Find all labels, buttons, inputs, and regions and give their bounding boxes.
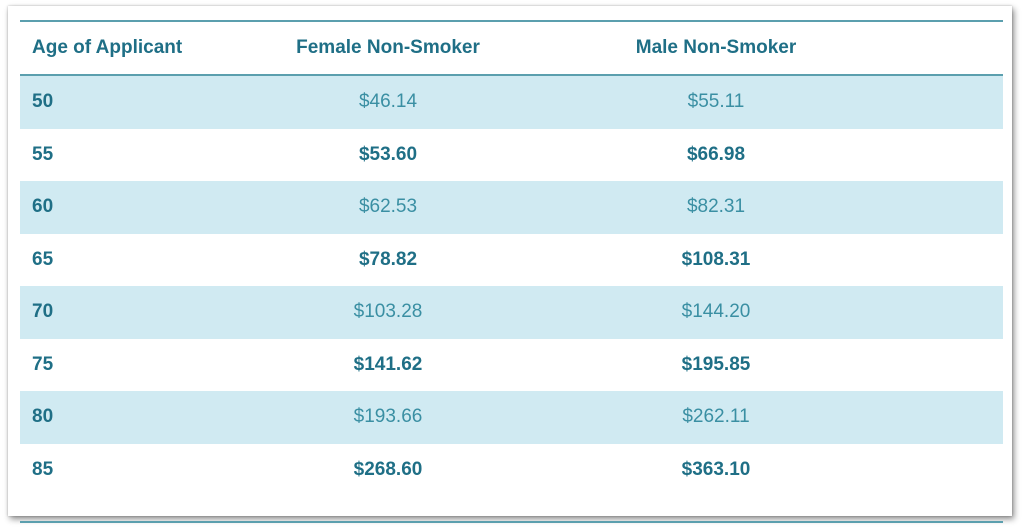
male-rate-cell: $262.11	[682, 406, 750, 428]
male-rate-cell: $144.20	[681, 301, 751, 323]
female-rate-cell: $46.14	[358, 91, 418, 113]
header-female: Female Non-Smoker	[296, 37, 480, 58]
female-rate-cell: $268.60	[353, 458, 423, 480]
table-row: 50 $46.14 $55.11	[20, 76, 1003, 129]
female-rate-cell: $53.60	[358, 143, 418, 165]
table-row: 75 $141.62 $195.85	[20, 339, 1003, 392]
age-cell: 60	[32, 196, 54, 218]
table-row: 80 $193.66 $262.11	[20, 391, 1003, 444]
table-card: Age of Applicant Female Non-Smoker Male …	[8, 6, 1012, 523]
female-rate-cell: $62.53	[358, 196, 418, 218]
table-row: 65 $78.82 $108.31	[20, 234, 1003, 287]
age-cell: 85	[32, 458, 54, 480]
male-rate-cell: $82.31	[686, 196, 746, 218]
table-footer-space	[20, 496, 1003, 521]
header-male: Male Non-Smoker	[635, 37, 797, 58]
rates-table: Age of Applicant Female Non-Smoker Male …	[20, 20, 1003, 523]
age-cell: 75	[32, 353, 54, 375]
header-age: Age of Applicant	[32, 37, 183, 58]
table-header: Age of Applicant Female Non-Smoker Male …	[20, 22, 1003, 74]
female-rate-cell: $141.62	[353, 353, 423, 375]
female-rate-cell: $193.66	[353, 406, 423, 428]
age-cell: 65	[32, 248, 54, 270]
female-rate-cell: $78.82	[358, 248, 418, 270]
top-rule	[20, 20, 1003, 22]
table-row: 55 $53.60 $66.98	[20, 129, 1003, 182]
table-row: 85 $268.60 $363.10	[20, 444, 1003, 497]
bottom-rule	[20, 521, 1003, 523]
male-rate-cell: $195.85	[681, 353, 751, 375]
age-cell: 80	[32, 406, 54, 428]
table-row: 70 $103.28 $144.20	[20, 286, 1003, 339]
male-rate-cell: $108.31	[681, 248, 751, 270]
female-rate-cell: $103.28	[353, 301, 423, 323]
table-row: 60 $62.53 $82.31	[20, 181, 1003, 234]
male-rate-cell: $66.98	[686, 143, 746, 165]
age-cell: 50	[32, 91, 54, 113]
age-cell: 55	[32, 143, 54, 165]
male-rate-cell: $363.10	[681, 458, 751, 480]
male-rate-cell: $55.11	[687, 91, 745, 113]
age-cell: 70	[32, 301, 54, 323]
header-rule	[20, 74, 1003, 76]
